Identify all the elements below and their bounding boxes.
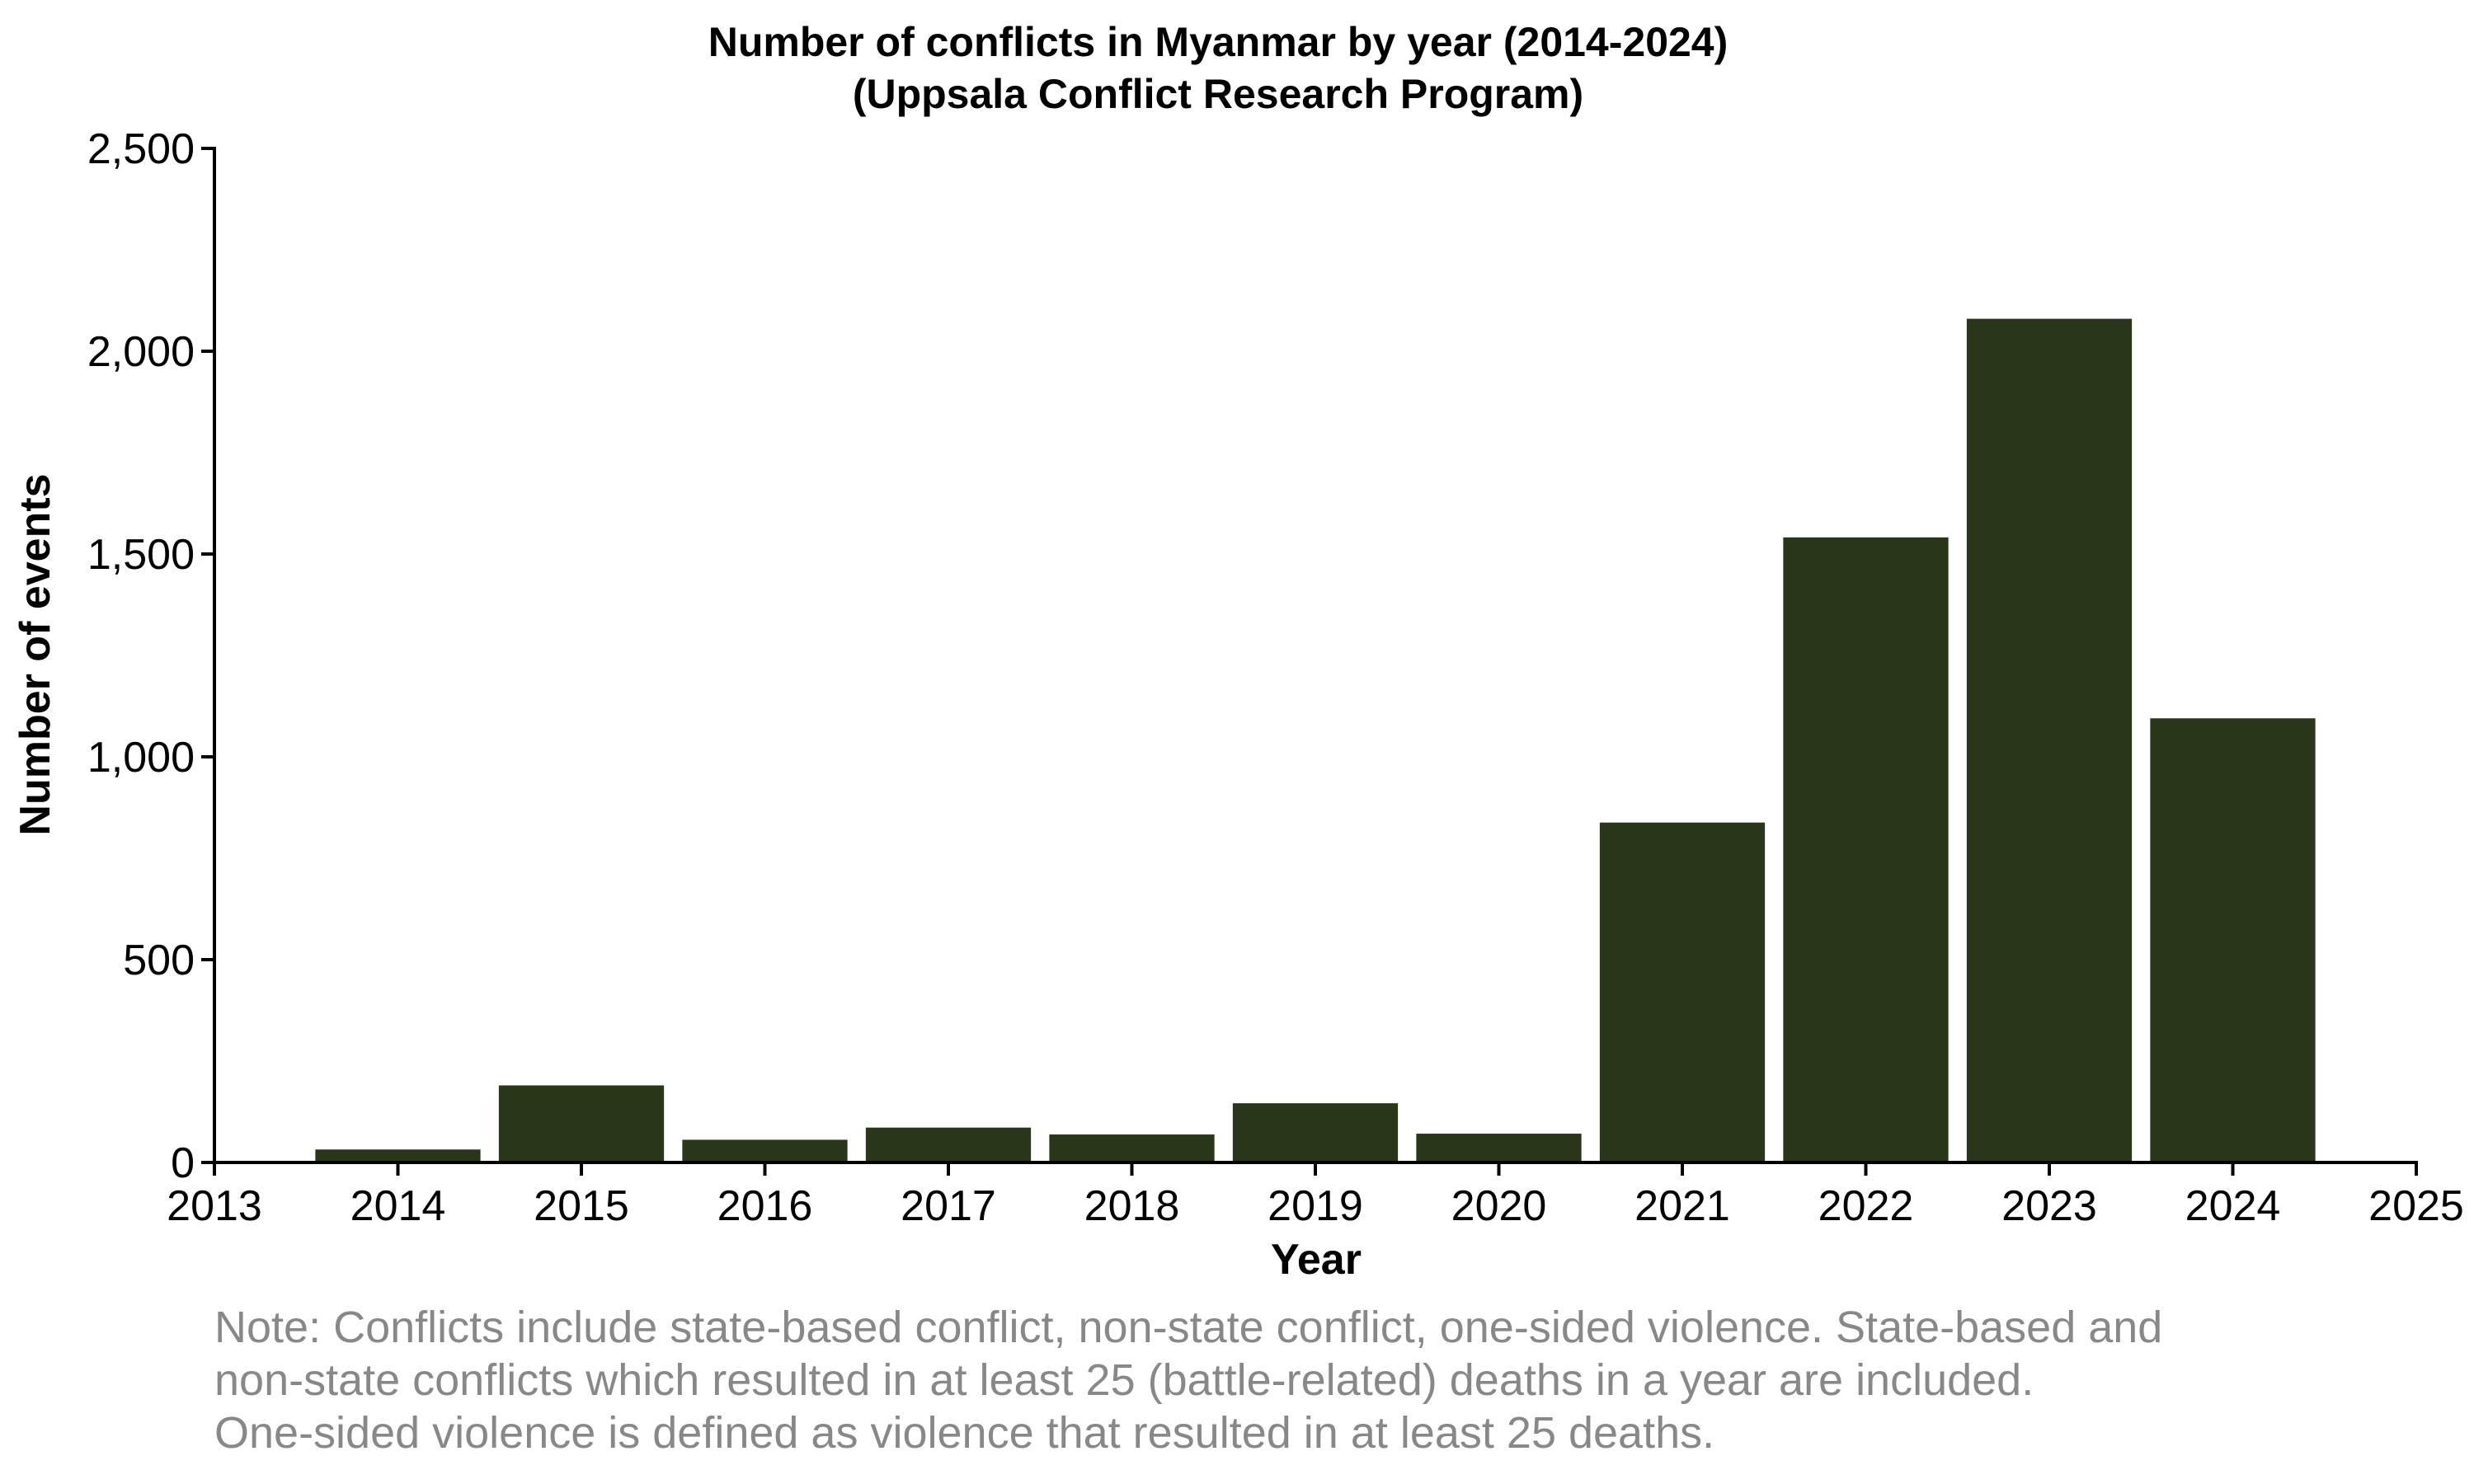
x-tick-label: 2018 bbox=[1084, 1182, 1180, 1230]
footnote-line: non-state conflicts which resulted in at… bbox=[214, 1355, 2034, 1405]
y-tick-label: 500 bbox=[123, 937, 195, 984]
footnote-line: One-sided violence is defined as violenc… bbox=[214, 1408, 1715, 1458]
bar-2018 bbox=[1049, 1134, 1215, 1162]
x-tick-label: 2013 bbox=[167, 1182, 262, 1230]
y-axis-title: Number of events bbox=[12, 473, 59, 835]
footnote: Note: Conflicts include state-based conf… bbox=[214, 1301, 2441, 1459]
y-tick-label: 1,000 bbox=[87, 734, 195, 782]
x-tick-label: 2025 bbox=[2368, 1182, 2464, 1230]
bars-group bbox=[315, 318, 2316, 1162]
x-axis-ticks: 2013 2014 2015 2016 2017 2018 2019 2020 2021 2022… bbox=[167, 1162, 2464, 1230]
y-tick-label: 2,500 bbox=[87, 125, 195, 173]
x-tick-label: 2020 bbox=[1451, 1182, 1547, 1230]
x-tick-label: 2017 bbox=[901, 1182, 996, 1230]
bar-2022 bbox=[1783, 537, 1949, 1162]
x-tick-label: 2016 bbox=[717, 1182, 813, 1230]
chart-subtitle: (Uppsala Conflict Research Program) bbox=[853, 71, 1583, 117]
chart-title: Number of conflicts in Myanmar by year (… bbox=[708, 19, 1729, 65]
bar-2016 bbox=[682, 1139, 848, 1162]
x-tick-label: 2022 bbox=[1818, 1182, 1914, 1230]
x-tick-label: 2024 bbox=[2185, 1182, 2281, 1230]
x-tick-label: 2015 bbox=[534, 1182, 629, 1230]
y-tick-label: 1,500 bbox=[87, 531, 195, 579]
footnote-line: Note: Conflicts include state-based conf… bbox=[214, 1303, 2163, 1352]
bar-2015 bbox=[498, 1085, 665, 1162]
bar-2020 bbox=[1416, 1134, 1582, 1162]
x-tick-label: 2023 bbox=[2001, 1182, 2097, 1230]
y-tick-label: 0 bbox=[171, 1139, 195, 1187]
x-tick-label: 2021 bbox=[1634, 1182, 1730, 1230]
x-tick-label: 2014 bbox=[350, 1182, 446, 1230]
bar-2014 bbox=[315, 1149, 481, 1162]
bar-2019 bbox=[1232, 1103, 1399, 1162]
x-axis-title: Year bbox=[1271, 1236, 1362, 1284]
bar-2024 bbox=[2150, 718, 2316, 1162]
bar-2017 bbox=[865, 1127, 1032, 1162]
bar-2023 bbox=[1966, 318, 2133, 1162]
y-axis-ticks: 0 500 1,000 1,500 2,000 2,500 bbox=[87, 125, 214, 1187]
y-tick-label: 2,000 bbox=[87, 328, 195, 376]
bar-2021 bbox=[1599, 822, 1766, 1162]
x-tick-label: 2019 bbox=[1268, 1182, 1363, 1230]
